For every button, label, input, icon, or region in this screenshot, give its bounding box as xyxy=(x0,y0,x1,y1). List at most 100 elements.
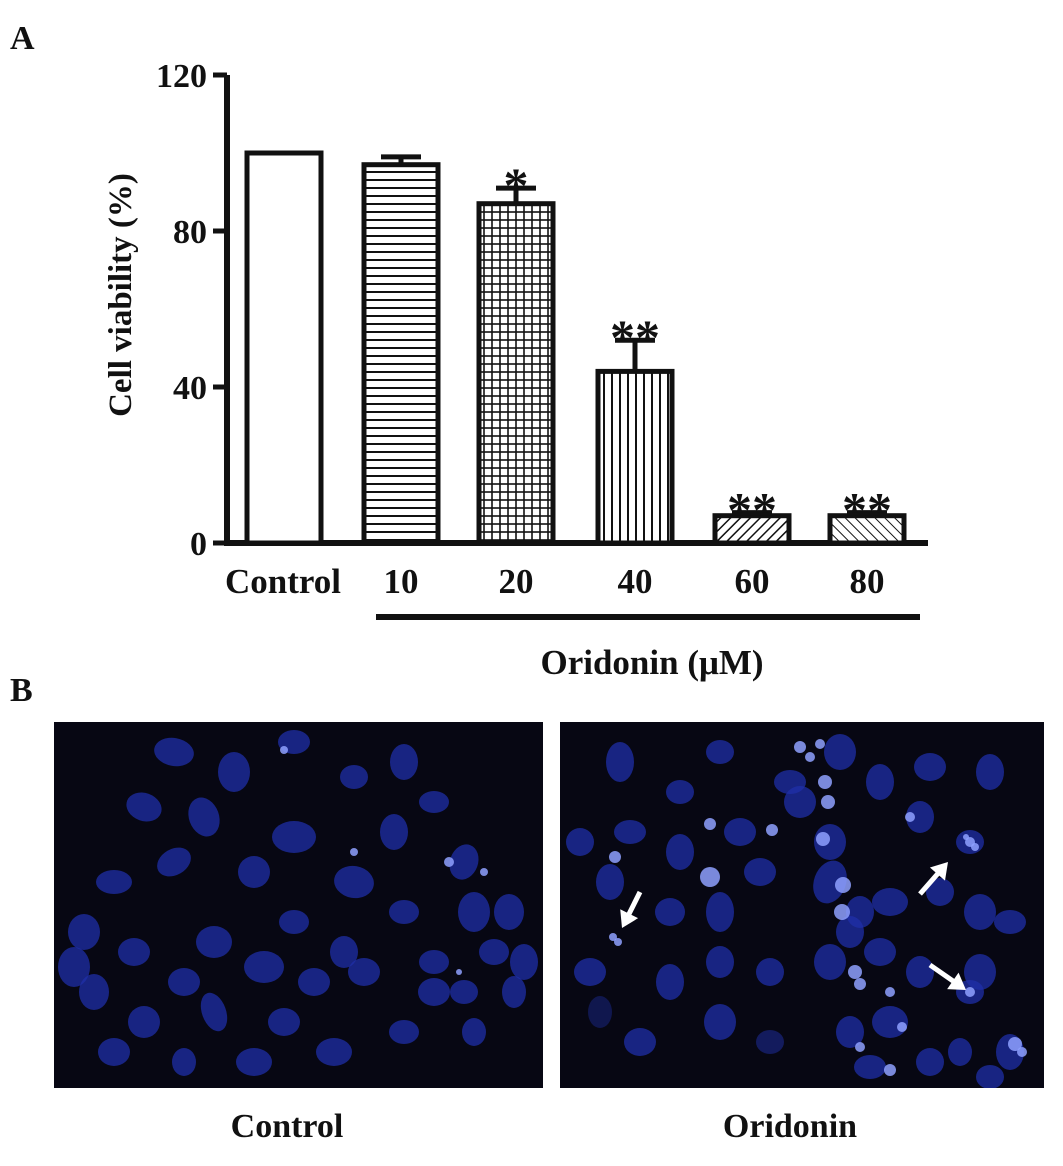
nucleus xyxy=(656,964,684,1000)
nucleus xyxy=(724,818,756,846)
oridonin-micrograph xyxy=(560,722,1044,1088)
condensed-chromatin xyxy=(884,1064,896,1076)
nucleus xyxy=(756,958,784,986)
nucleus xyxy=(854,1055,886,1079)
nucleus xyxy=(58,947,90,987)
nucleus xyxy=(872,888,908,916)
nucleus xyxy=(218,752,250,792)
condensed-chromatin xyxy=(614,938,622,946)
bars: Control 10 * 20 ** 40 ** 60 ** 80 xyxy=(225,150,907,601)
bar xyxy=(361,162,441,546)
nucleus xyxy=(948,1038,972,1066)
condensed-chromatin xyxy=(609,933,617,941)
nucleus xyxy=(836,1016,864,1048)
axes: 0 40 80 120 xyxy=(156,58,928,563)
condensed-chromatin xyxy=(456,969,462,975)
arrowhead-icon xyxy=(947,972,966,990)
nucleus xyxy=(380,814,408,850)
nucleus xyxy=(419,950,449,974)
nucleus xyxy=(706,892,734,932)
panel-label-a: A xyxy=(10,20,35,57)
nucleus xyxy=(824,734,856,770)
condensed-chromatin xyxy=(480,868,488,876)
panel-label-b: B xyxy=(10,672,33,709)
category-label: 20 xyxy=(499,562,534,601)
condensed-chromatin xyxy=(1008,1037,1022,1051)
nucleus xyxy=(864,938,896,966)
nucleus xyxy=(814,944,846,980)
nucleus xyxy=(154,737,194,767)
control-micrograph xyxy=(54,722,543,1088)
nucleus xyxy=(279,910,309,934)
condensed-chromatin xyxy=(816,832,830,846)
nucleus xyxy=(298,968,330,996)
significance-marker: * xyxy=(504,157,529,213)
nucleus xyxy=(419,791,449,813)
nucleus xyxy=(79,974,109,1010)
condensed-chromatin xyxy=(609,851,621,863)
nucleus xyxy=(118,938,150,966)
nucleus xyxy=(479,939,509,965)
category-label: 40 xyxy=(618,562,653,601)
condensed-chromatin xyxy=(971,843,979,851)
nucleus xyxy=(157,847,191,877)
nucleus xyxy=(316,1038,352,1066)
oridonin-caption: Oridonin xyxy=(722,1108,858,1145)
nucleus xyxy=(188,797,220,837)
nucleus xyxy=(126,792,162,822)
nucleus xyxy=(655,898,685,926)
nucleus xyxy=(756,1030,784,1054)
nucleus xyxy=(744,858,776,886)
category-label: 60 xyxy=(735,562,770,601)
nucleus xyxy=(334,865,374,899)
nucleus xyxy=(866,764,894,800)
y-tick-label: 40 xyxy=(173,370,207,407)
nucleus xyxy=(96,870,132,894)
nucleus xyxy=(836,916,864,948)
category-label: Control xyxy=(225,562,341,601)
nucleus xyxy=(244,951,284,983)
nucleus xyxy=(168,968,200,996)
y-tick-label: 80 xyxy=(173,214,207,251)
significance-marker: ** xyxy=(842,482,892,538)
bar-chart: 0 40 80 120 Control 10 * 20 ** 40 ** 60 ** 80 Cell v… xyxy=(103,58,928,682)
y-tick-label: 120 xyxy=(156,58,207,95)
arrowhead-icon xyxy=(620,909,639,928)
significance-marker: ** xyxy=(727,482,777,538)
nucleus xyxy=(706,740,734,764)
nucleus xyxy=(976,1065,1004,1088)
nucleus xyxy=(914,753,946,781)
condensed-chromatin xyxy=(805,752,815,762)
nucleus xyxy=(128,1006,160,1038)
nucleus xyxy=(964,894,996,930)
nucleus xyxy=(704,1004,736,1040)
condensed-chromatin xyxy=(835,877,851,893)
nucleus xyxy=(348,958,380,986)
nucleus xyxy=(994,910,1026,934)
nucleus xyxy=(666,780,694,804)
category-label: 80 xyxy=(850,562,885,601)
condensed-chromatin xyxy=(704,818,716,830)
nucleus xyxy=(510,944,538,980)
condensed-chromatin xyxy=(885,987,895,997)
condensed-chromatin xyxy=(815,739,825,749)
condensed-chromatin xyxy=(1017,1047,1027,1057)
condensed-chromatin xyxy=(854,978,866,990)
nucleus xyxy=(390,744,418,780)
nucleus xyxy=(976,754,1004,790)
nucleus xyxy=(574,958,606,986)
nucleus xyxy=(389,1020,419,1044)
y-tick-label: 0 xyxy=(190,526,207,563)
nucleus xyxy=(330,936,358,968)
condensed-chromatin xyxy=(700,867,720,887)
nucleus xyxy=(494,894,524,930)
condensed-chromatin xyxy=(905,812,915,822)
nucleus xyxy=(906,801,934,833)
nucleus xyxy=(238,856,270,888)
nucleus xyxy=(389,900,419,924)
bar xyxy=(476,201,556,546)
nucleus xyxy=(172,1048,196,1076)
nucleus xyxy=(502,976,526,1008)
condensed-chromatin xyxy=(897,1022,907,1032)
